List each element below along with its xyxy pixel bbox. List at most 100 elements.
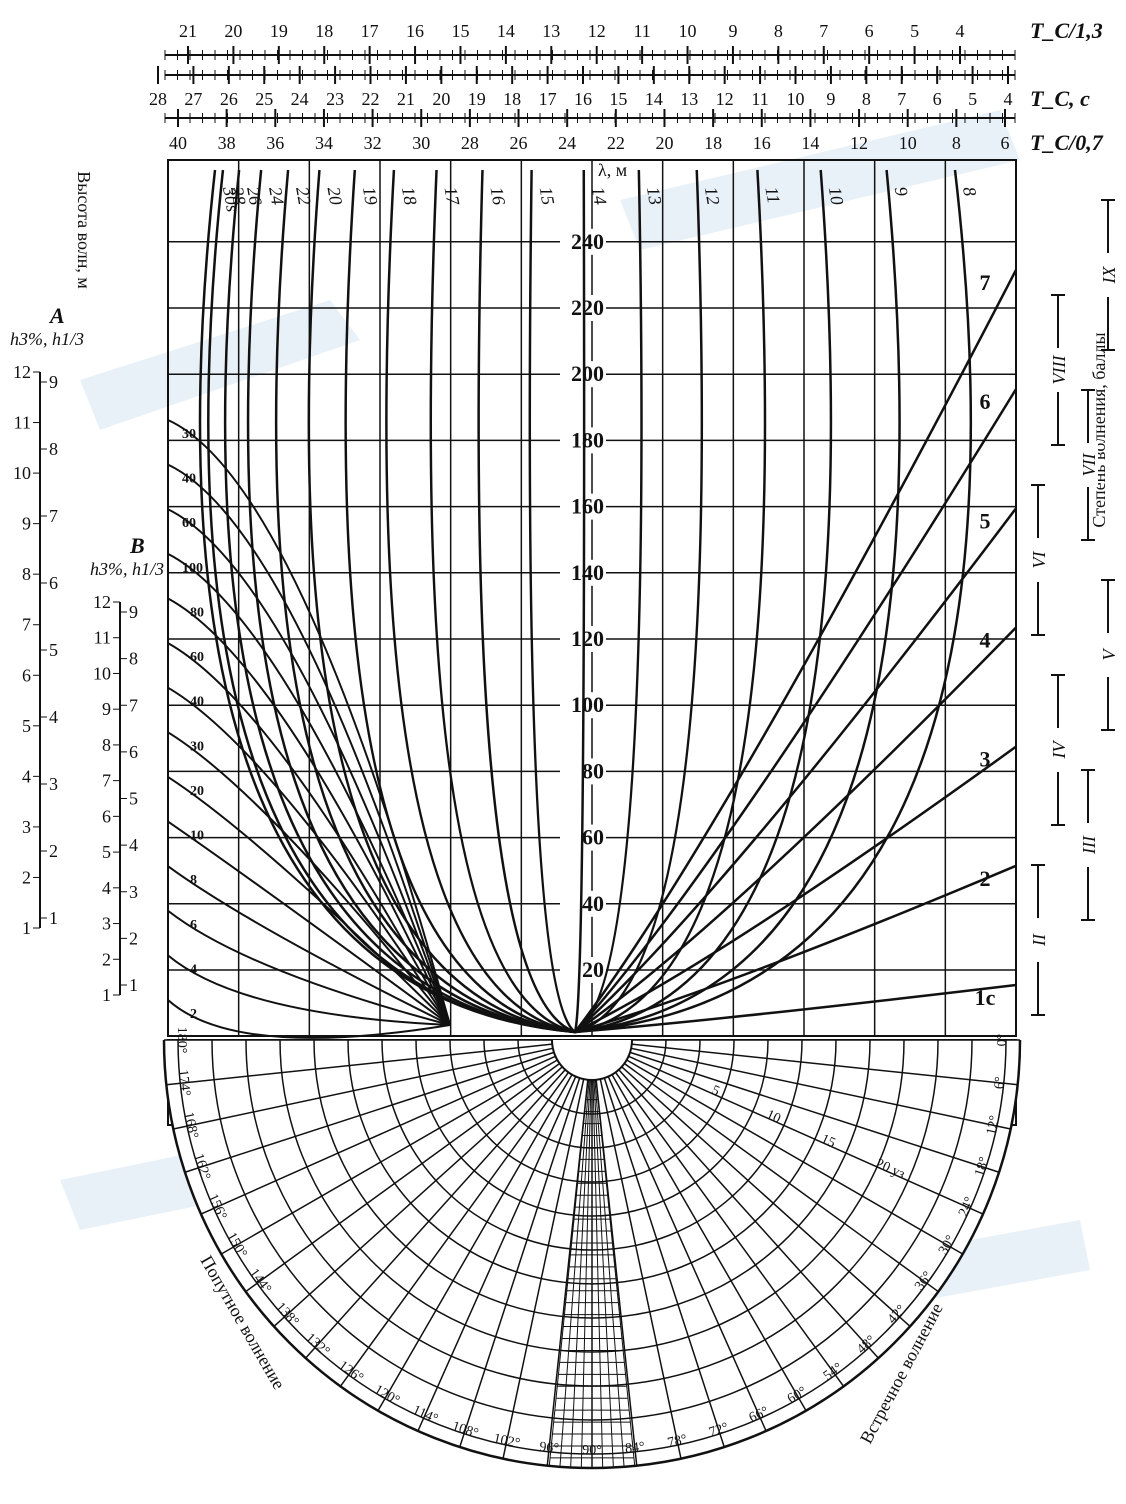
polar-angle-label: 6° xyxy=(992,1076,1008,1090)
polar-ray xyxy=(305,1069,566,1359)
height-tick-label: 4 xyxy=(49,707,58,727)
curve-label: 16 xyxy=(487,185,510,206)
scale-tick-label: 8 xyxy=(862,89,871,109)
height-tick-label: 1 xyxy=(102,985,111,1005)
wavelength-curve xyxy=(246,169,576,1034)
wave-curve xyxy=(167,419,451,1026)
wavelength-curve xyxy=(574,983,1017,1034)
polar-angle-label: 78° xyxy=(666,1432,688,1451)
scale-tick-label: 36 xyxy=(266,133,284,153)
curve-label: 15 xyxy=(536,185,559,206)
polar-angle-label: 24° xyxy=(956,1195,978,1219)
scale-tick-label: 11 xyxy=(751,89,768,109)
polar-angle-label: 18° xyxy=(972,1155,992,1178)
scale-tick-label: 25 xyxy=(255,89,273,109)
polar-ray xyxy=(200,1055,556,1215)
scale-tick-label: 15 xyxy=(451,21,469,41)
curve-label: 26 xyxy=(243,185,266,206)
wave-curve xyxy=(167,686,451,1026)
curve-label: 8 xyxy=(959,185,980,197)
polar-ray xyxy=(621,1066,911,1327)
scale-tick-label: 9 xyxy=(826,89,835,109)
wave-curve xyxy=(167,597,451,1026)
curve-label: 28 xyxy=(227,185,250,206)
height-tick-label: 4 xyxy=(102,878,111,898)
scale-tick-label: 17 xyxy=(361,21,379,41)
curve-label: 40 xyxy=(190,695,204,710)
wave-curve xyxy=(167,820,451,1026)
polar-ray xyxy=(599,1078,682,1459)
height-tick-label: 6 xyxy=(129,742,138,762)
polar-ray xyxy=(459,1077,581,1448)
height-tick-label: 5 xyxy=(22,716,31,736)
polar-ray xyxy=(623,1062,939,1293)
scale-tick-label: 28 xyxy=(149,89,167,109)
scale-label: T_C/1,3 xyxy=(1030,18,1103,43)
height-tick-label: 6 xyxy=(49,573,58,593)
sea-state-label: VIII xyxy=(1049,355,1069,385)
wavelength-curve xyxy=(574,626,1017,1034)
scale-tick-label: 40 xyxy=(169,133,187,153)
wavelength-label: 200 xyxy=(571,361,604,386)
wavelength-label: 220 xyxy=(571,295,604,320)
polar-angle-label: 66° xyxy=(747,1404,771,1426)
curve-label: 4 xyxy=(980,628,991,653)
scale-tick-label: 34 xyxy=(315,133,333,153)
polar-ray xyxy=(377,1074,573,1412)
wave-curve xyxy=(167,954,451,1026)
polar-ray xyxy=(166,1043,553,1086)
wave-curve xyxy=(167,776,451,1026)
height-tick-label: 9 xyxy=(102,699,111,719)
sea-state-bg xyxy=(1048,348,1068,392)
curve-label: 30s xyxy=(219,184,243,213)
height-tick-label: 10 xyxy=(93,663,111,683)
vertical-grid xyxy=(237,160,947,1036)
height-tick-label: 2 xyxy=(22,867,31,887)
wavelength-label: 80 xyxy=(582,758,604,783)
height-tick-label: 12 xyxy=(93,592,111,612)
scale-tick-label: 19 xyxy=(468,89,486,109)
height-tick-label: 8 xyxy=(22,564,31,584)
wavelength-curve xyxy=(574,269,1018,1033)
scale-tick-label: 20 xyxy=(224,21,242,41)
height-tick-label: 8 xyxy=(102,735,111,755)
height-tick-label: 2 xyxy=(102,949,111,969)
sea-state-bg xyxy=(1028,538,1048,582)
wavelength-curve xyxy=(574,745,1017,1034)
scale-tick-label: 11 xyxy=(633,21,650,41)
polar-ray xyxy=(629,1051,1000,1173)
wavelength-unit: λ, м xyxy=(598,160,627,180)
scale-tick-label: 7 xyxy=(819,21,828,41)
polar-ray xyxy=(618,1069,879,1359)
height-scale-name: A xyxy=(48,303,65,328)
height-tick-label: 6 xyxy=(22,665,31,685)
scale-tick-label: 18 xyxy=(503,89,521,109)
height-tick-label: 7 xyxy=(22,615,31,635)
curve-label: 30 xyxy=(182,427,196,442)
scale-tick-label: 21 xyxy=(179,21,197,41)
height-tick-label: 6 xyxy=(102,806,111,826)
height-tick-label: 11 xyxy=(94,628,111,648)
wavelength-curve xyxy=(574,169,901,1034)
wavelength-label: 20 xyxy=(582,957,604,982)
scale-tick-label: 4 xyxy=(956,21,965,41)
curve-label: 5 xyxy=(980,508,991,533)
polar-angle-label: 96° xyxy=(539,1440,560,1457)
polar-angle-label: 102° xyxy=(492,1431,521,1451)
scale-tick-label: 24 xyxy=(558,133,576,153)
wavelength-label: 120 xyxy=(571,626,604,651)
height-tick-label: 4 xyxy=(22,766,31,786)
polar-ray xyxy=(220,1059,558,1255)
curve-label: 17 xyxy=(441,185,464,207)
height-tick-label: 1 xyxy=(49,908,58,928)
height-scale-label: h3%, h1/3 xyxy=(10,329,84,349)
curve-label: 60 xyxy=(190,650,204,665)
polar-angle-label: 168° xyxy=(180,1111,200,1140)
curve-label: 13 xyxy=(643,185,666,206)
scale-tick-label: 14 xyxy=(801,133,819,153)
scale-tick-label: 19 xyxy=(270,21,288,41)
tick-label-bg xyxy=(560,957,606,983)
height-tick-label: 3 xyxy=(102,914,111,934)
wavelength-label: 140 xyxy=(571,560,604,585)
